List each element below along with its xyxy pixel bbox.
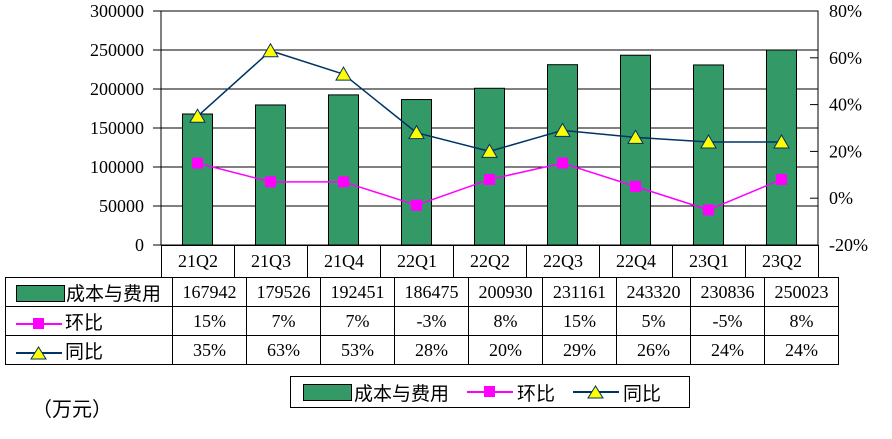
- y-axis-left-label: 150000: [90, 118, 144, 138]
- legend-qoq-swatch-icon: [467, 385, 514, 399]
- qoq-marker-icon: [338, 176, 349, 188]
- category-cell-22Q3: 22Q3: [526, 245, 600, 278]
- y-axis-right-label: 80%: [829, 1, 862, 21]
- table-row: 环比 15% 7% 7% -3% 8% 15% 5% -5% 8%: [5, 306, 839, 336]
- qoq-marker-icon: [265, 176, 276, 188]
- y-axis-right-label: 0%: [829, 188, 853, 208]
- table-cell: 24%: [690, 335, 765, 365]
- table-cell: 63%: [246, 335, 321, 365]
- table-cell: -3%: [394, 306, 469, 336]
- y-axis-right-label: -20%: [829, 235, 868, 255]
- y-axis-left-label: 200000: [90, 79, 144, 99]
- bar-22Q2: [474, 87, 505, 246]
- legend-label-cost: 成本与费用: [354, 383, 450, 405]
- qoq-marker-icon: [192, 157, 203, 169]
- table-cell: 243320: [616, 277, 691, 307]
- category-cell-23Q1: 23Q1: [672, 245, 746, 278]
- table-row-label: 成本与费用: [5, 277, 173, 307]
- table-cell: 186475: [394, 277, 469, 307]
- yoy-marker-icon: [189, 108, 206, 123]
- bar-21Q2: [182, 113, 213, 246]
- table-cell: 8%: [764, 306, 839, 336]
- y-axis-right-label: 60%: [829, 48, 862, 68]
- legend-label-qoq: 环比: [517, 383, 556, 405]
- y-axis-left-label: 300000: [90, 1, 144, 21]
- table-cell: 5%: [616, 306, 691, 336]
- yoy-marker-icon: [262, 42, 279, 58]
- table-cell: 20%: [468, 335, 543, 365]
- category-cell-22Q1: 22Q1: [380, 245, 454, 278]
- y-axis-left-label: 250000: [90, 40, 144, 60]
- qoq-marker-icon: [703, 204, 714, 216]
- table-cell: 7%: [246, 306, 321, 336]
- y-axis-left-label: 0: [135, 235, 144, 255]
- table-cell: 8%: [468, 306, 543, 336]
- qoq-marker-icon: [776, 173, 787, 185]
- legend-bar-swatch-icon: [303, 383, 352, 401]
- table-cell: 15%: [172, 306, 247, 336]
- table-row: 同比 35% 63% 53% 28% 20% 29% 26% 24% 24%: [5, 335, 839, 365]
- qoq-marker-icon: [557, 157, 568, 169]
- category-cell-21Q2: 21Q2: [161, 245, 235, 278]
- legend-item-yoy: 同比: [573, 379, 661, 406]
- y-axis-left-label: 50000: [99, 196, 144, 216]
- yoy-marker-icon: [408, 124, 425, 140]
- table-cell: -5%: [690, 306, 765, 336]
- unit-label: （万元）: [32, 399, 112, 421]
- bar-22Q4: [620, 54, 651, 246]
- y-axis-right-label: 20%: [829, 141, 862, 161]
- table-cell: 24%: [764, 335, 839, 365]
- table-cell: 167942: [172, 277, 247, 307]
- bar-23Q1: [693, 64, 724, 246]
- table-cell: 53%: [320, 335, 395, 365]
- yoy-marker-icon: [481, 143, 498, 158]
- table-cell: 250023: [764, 277, 839, 307]
- legend-box: 成本与费用 环比 同比: [290, 376, 690, 408]
- yoy-marker-icon: [554, 122, 571, 137]
- qoq-marker-icon: [630, 181, 641, 192]
- legend-item-cost: 成本与费用: [303, 379, 449, 406]
- category-cell-21Q4: 21Q4: [307, 245, 381, 278]
- yoy-marker-icon: [627, 129, 644, 144]
- category-cell-21Q3: 21Q3: [234, 245, 308, 278]
- y-axis-left-label: 100000: [90, 157, 144, 177]
- yoy-marker-icon: [700, 134, 717, 149]
- legend-label-yoy: 同比: [623, 383, 662, 405]
- bar-22Q1: [401, 99, 432, 246]
- y-axis-right-label: 40%: [829, 95, 862, 115]
- table-cell: 230836: [690, 277, 765, 307]
- table-row-label: 同比: [5, 335, 173, 365]
- table-cell: 35%: [172, 335, 247, 365]
- chart-plot-area: 300000 250000 200000 150000 100000 50000 0 80% 6…: [90, 1, 868, 255]
- table-row-label: 环比: [5, 306, 173, 336]
- table-cell: 200930: [468, 277, 543, 307]
- table-cell: 26%: [616, 335, 691, 365]
- yoy-marker-icon: [335, 66, 352, 81]
- bar-21Q4: [328, 94, 359, 246]
- yoy-marker-icon: [773, 134, 790, 149]
- table-cell: 192451: [320, 277, 395, 307]
- category-cell-22Q4: 22Q4: [599, 245, 673, 278]
- legend-item-qoq: 环比: [467, 379, 555, 406]
- table-cell: 15%: [542, 306, 617, 336]
- bar-21Q3: [255, 104, 286, 246]
- table-cell: 231161: [542, 277, 617, 307]
- table-cell: 179526: [246, 277, 321, 307]
- qoq-marker-icon: [411, 199, 422, 211]
- table-row: 成本与费用 167942 179526 192451 186475 200930 23116…: [5, 277, 839, 307]
- bar-22Q3: [547, 64, 578, 246]
- category-cell-23Q2: 23Q2: [745, 245, 819, 278]
- data-table: 成本与费用 167942 179526 192451 186475 200930 23116…: [5, 277, 839, 365]
- legend-yoy-swatch-icon: [573, 385, 620, 399]
- qoq-marker-icon: [484, 173, 495, 185]
- table-cell: 28%: [394, 335, 469, 365]
- table-cell: 29%: [542, 335, 617, 365]
- category-cell-22Q2: 22Q2: [453, 245, 527, 278]
- table-cell: 7%: [320, 306, 395, 336]
